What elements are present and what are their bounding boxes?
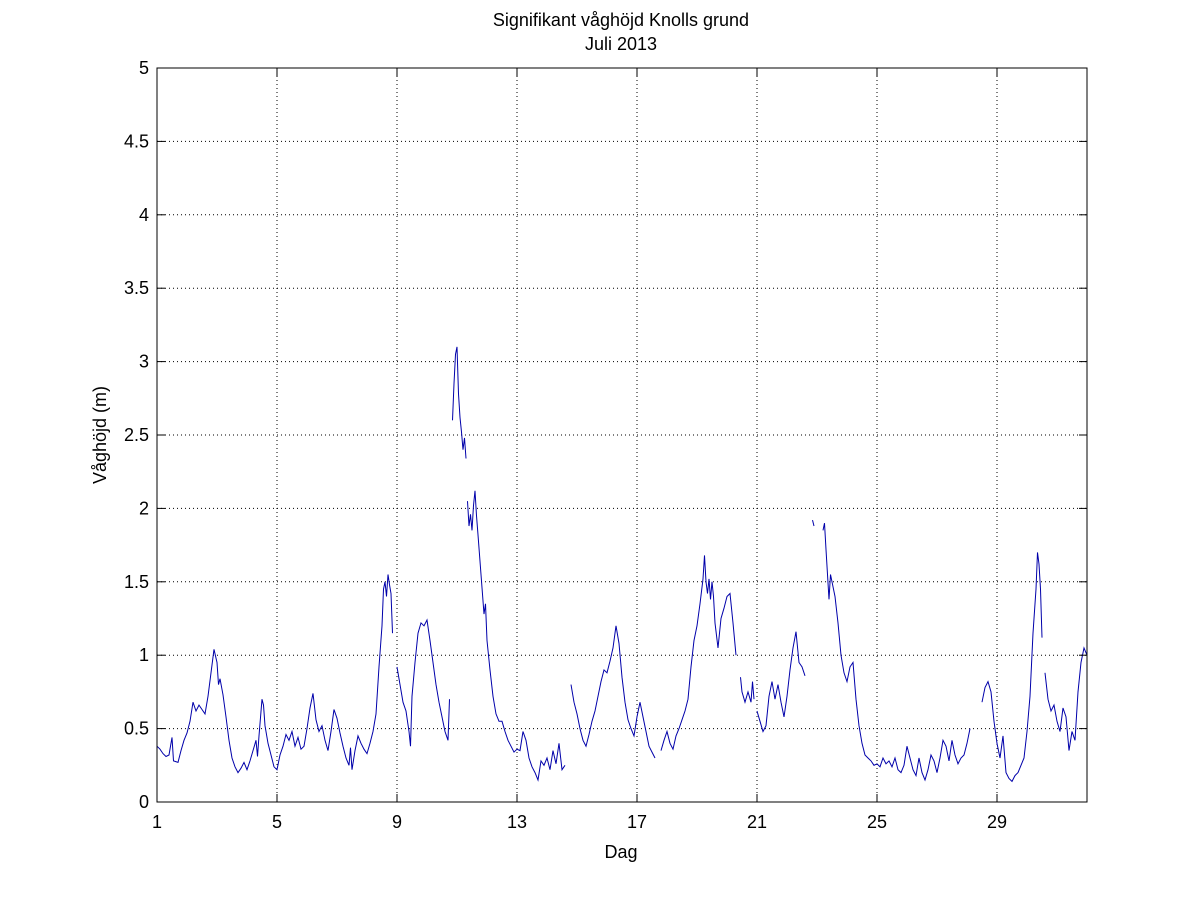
x-tick-label: 13 <box>507 812 527 832</box>
wave-height-series <box>467 490 566 782</box>
ticks: 1 5 9 13 17 21 25 29 0 0.5 1 1.5 2 2.5 3 3.5 4 4.5 5 <box>124 58 1087 832</box>
wave-height-series <box>812 519 815 527</box>
wave-height-series <box>156 574 393 774</box>
grid <box>157 68 1087 802</box>
x-tick-label: 1 <box>152 812 162 832</box>
wave-height-series <box>740 677 755 704</box>
y-tick-label: 4.5 <box>124 131 149 151</box>
wave-height-series <box>660 555 737 751</box>
data-lines <box>156 346 1088 783</box>
y-tick-label: 2.5 <box>124 425 149 445</box>
y-tick-label: 4 <box>139 205 149 225</box>
wave-height-series <box>1044 646 1088 751</box>
y-tick-label: 0 <box>139 792 149 812</box>
y-axis-label: Våghöjd (m) <box>90 386 110 484</box>
wave-height-series <box>396 618 450 747</box>
chart-subtitle: Juli 2013 <box>585 34 657 54</box>
x-axis-label: Dag <box>604 842 637 862</box>
wave-height-series <box>981 552 1043 783</box>
y-tick-label: 1 <box>139 645 149 665</box>
x-tick-label: 21 <box>747 812 767 832</box>
wave-height-series <box>756 631 806 733</box>
wave-height-series <box>570 625 656 759</box>
x-tick-label: 17 <box>627 812 647 832</box>
y-tick-label: 2 <box>139 498 149 518</box>
chart-title: Signifikant våghöjd Knolls grund <box>493 10 749 30</box>
x-tick-label: 29 <box>987 812 1007 832</box>
wave-height-series <box>822 522 971 782</box>
wave-height-series <box>452 346 467 459</box>
y-tick-label: 1.5 <box>124 572 149 592</box>
y-tick-label: 3.5 <box>124 278 149 298</box>
y-tick-label: 0.5 <box>124 719 149 739</box>
y-tick-label: 3 <box>139 352 149 372</box>
x-tick-label: 25 <box>867 812 887 832</box>
x-tick-label: 5 <box>272 812 282 832</box>
y-tick-label: 5 <box>139 58 149 78</box>
x-tick-label: 9 <box>392 812 402 832</box>
